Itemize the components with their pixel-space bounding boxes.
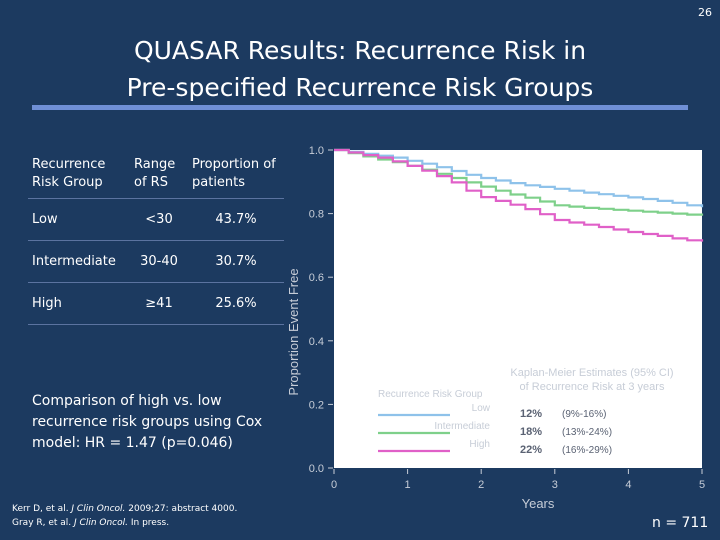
- reference-2-detail: In press.: [128, 518, 170, 528]
- cell-group: Intermediate: [28, 240, 130, 283]
- legend-entry-name: Low: [472, 403, 491, 414]
- legend-entry-estimate: 22%: [520, 444, 542, 456]
- x-tick-label: 1: [405, 479, 411, 491]
- cell-range: <30: [130, 198, 188, 241]
- legend-group-title: Recurrence Risk Group: [378, 389, 483, 400]
- x-axis-label: Years: [522, 496, 555, 511]
- reference-1-journal: J Clin Oncol.: [71, 504, 126, 514]
- reference-2: Gray R, et al. J Clin Oncol. In press.: [12, 516, 237, 530]
- legend-header-line-2: of Recurrence Risk at 3 years: [520, 381, 665, 393]
- legend-entry-ci: (13%-24%): [562, 427, 612, 438]
- y-tick-label: 0.0: [309, 463, 324, 475]
- cell-range: 30-40: [130, 240, 188, 283]
- cell-proportion: 43.7%: [188, 198, 284, 241]
- series-line-low: [334, 148, 704, 208]
- slide-title-line-2: Pre-specified Recurrence Risk Groups: [126, 73, 594, 102]
- x-tick-label: 0: [331, 479, 337, 491]
- chart-legend: Kaplan-Meier Estimates (95% CI) of Recur…: [378, 367, 674, 456]
- x-tick-label: 5: [699, 479, 705, 491]
- x-tick-label: 3: [552, 479, 558, 491]
- y-tick-label: 0.2: [309, 399, 324, 411]
- y-tick-label: 0.4: [309, 336, 324, 348]
- legend-header-line-1: Kaplan-Meier Estimates (95% CI): [510, 367, 673, 379]
- y-tick-label: 0.6: [309, 272, 324, 284]
- cell-proportion: 30.7%: [188, 240, 284, 283]
- reference-1-detail: 2009;27: abstract 4000.: [125, 504, 238, 514]
- x-tick-label: 2: [478, 479, 484, 491]
- cell-group: High: [28, 282, 130, 325]
- series-line-high: [334, 148, 704, 242]
- legend-entry-estimate: 18%: [520, 426, 542, 438]
- cell-proportion: 25.6%: [188, 282, 284, 325]
- reference-1-authors: Kerr D, et al.: [12, 504, 72, 514]
- legend-entry-name: High: [469, 439, 490, 450]
- table-row: Intermediate 30-40 30.7%: [28, 240, 284, 283]
- risk-group-table: Recurrence Risk Group Range of RS Propor…: [28, 150, 284, 325]
- cell-group: Low: [28, 198, 130, 241]
- reference-2-authors: Gray R, et al.: [12, 518, 75, 528]
- title-underline: [32, 105, 688, 110]
- y-tick-label: 1.0: [309, 145, 324, 157]
- plot-background: [334, 150, 702, 468]
- slide-title-line-1: QUASAR Results: Recurrence Risk in: [133, 36, 587, 65]
- header-risk-group: Recurrence Risk Group: [28, 150, 130, 199]
- legend-entry-ci: (9%-16%): [562, 409, 606, 420]
- legend-entry-name: Intermediate: [434, 421, 490, 432]
- reference-1: Kerr D, et al. J Clin Oncol. 2009;27: ab…: [12, 502, 237, 516]
- reference-2-journal: J Clin Oncol.: [74, 518, 128, 528]
- x-tick-label: 4: [625, 479, 631, 491]
- header-range-rs: Range of RS: [130, 150, 188, 199]
- references: Kerr D, et al. J Clin Oncol. 2009;27: ab…: [12, 502, 237, 530]
- slide-number: 26: [698, 6, 712, 19]
- table-row: Low <30 43.7%: [28, 198, 284, 241]
- legend-entry-ci: (16%-29%): [562, 445, 612, 456]
- hazard-ratio-note: Comparison of high vs. low recurrence ri…: [32, 393, 263, 451]
- y-axis-label: Proportion Event Free: [286, 268, 301, 395]
- legend-entry-estimate: 12%: [520, 408, 542, 420]
- y-tick-label: 0.8: [309, 209, 324, 221]
- kaplan-meier-chart: 0.0 0.2 0.4 0.6 0.8 1.0 0 1 2 3 4 5 Proportion Even…: [286, 145, 705, 511]
- header-proportion: Proportion of patients: [188, 150, 284, 199]
- sample-size: n = 711: [652, 515, 709, 531]
- table-row: High ≥41 25.6%: [28, 282, 284, 325]
- slide-title: QUASAR Results: Recurrence Risk in Pre-s…: [0, 32, 720, 106]
- cell-range: ≥41: [130, 282, 188, 325]
- risk-table-header-row: Recurrence Risk Group Range of RS Propor…: [28, 150, 284, 199]
